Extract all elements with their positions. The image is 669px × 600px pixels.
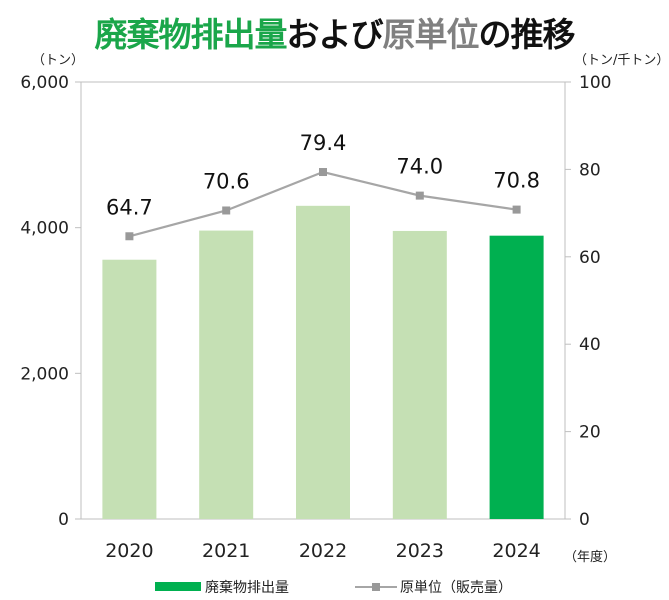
line-marker xyxy=(222,206,231,215)
legend-line-marker xyxy=(372,583,380,591)
data-label: 64.7 xyxy=(106,195,153,219)
bar-2023 xyxy=(392,230,447,520)
right-tick-label: 100 xyxy=(579,73,611,93)
right-tick-label: 0 xyxy=(579,510,590,530)
right-tick-label: 60 xyxy=(579,248,601,268)
data-label: 74.0 xyxy=(396,155,443,179)
title-part-and: および xyxy=(286,15,384,54)
title-part-waste: 廃棄物排出量 xyxy=(94,15,288,54)
bar-2020 xyxy=(102,259,157,519)
legend-line-label: 原単位（販売量） xyxy=(400,580,512,596)
data-label: 70.8 xyxy=(493,169,540,193)
left-tick-label: 4,000 xyxy=(20,219,69,239)
title-part-trend: の推移 xyxy=(478,15,576,54)
x-tick-label: 2020 xyxy=(105,540,153,562)
data-label: 79.4 xyxy=(300,131,347,155)
line-marker xyxy=(319,168,327,177)
line-marker xyxy=(512,205,521,214)
bar-2021 xyxy=(199,230,254,519)
bar-2022 xyxy=(296,205,350,520)
x-tick-label: 2024 xyxy=(492,540,540,562)
legend-bar-label: 廃棄物排出量 xyxy=(205,579,289,596)
x-tick-label: 2021 xyxy=(202,540,250,562)
line-marker xyxy=(125,232,134,241)
left-axis-unit: （トン） xyxy=(32,53,84,68)
line-marker xyxy=(415,191,424,200)
x-tick-label: 2023 xyxy=(396,540,444,562)
bar-2024 xyxy=(489,235,544,519)
x-tick-label: 2022 xyxy=(299,540,347,562)
right-tick-label: 20 xyxy=(579,423,601,443)
data-label: 70.6 xyxy=(203,169,250,193)
left-tick-label: 2,000 xyxy=(20,364,69,384)
legend-bar-swatch xyxy=(155,582,201,591)
right-axis-unit: （トン/千トン） xyxy=(574,53,669,68)
left-tick-label: 6,000 xyxy=(20,73,69,93)
right-tick-label: 80 xyxy=(579,160,601,180)
left-tick-label: 0 xyxy=(58,510,69,530)
x-axis-label: （年度） xyxy=(564,549,616,565)
right-tick-label: 40 xyxy=(579,335,601,355)
chart-title: 廃棄物排出量および原単位の推移 xyxy=(0,8,669,56)
title-part-intensity: 原単位 xyxy=(382,15,480,54)
